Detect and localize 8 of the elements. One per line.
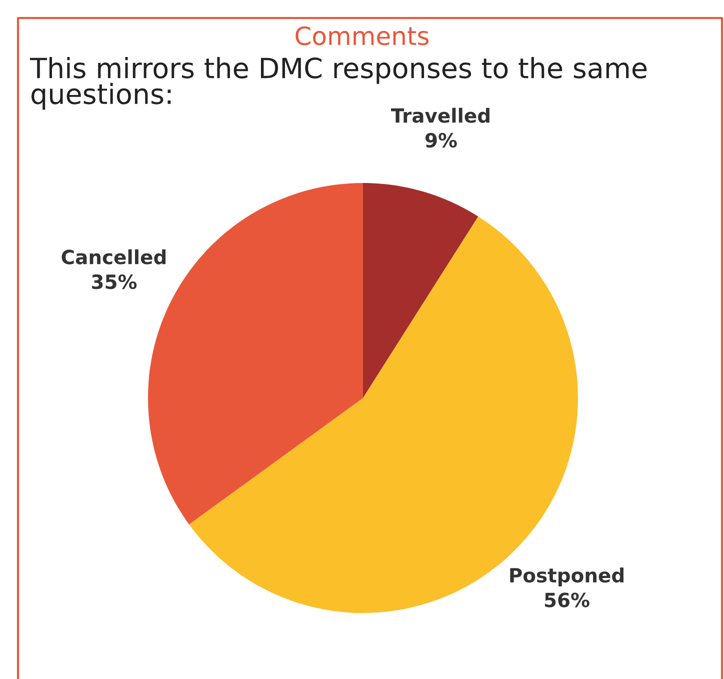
slice-label: Cancelled <box>62 249 166 264</box>
pie-slice <box>363 183 478 398</box>
chart-title: Comments <box>296 26 429 46</box>
data-label: 35% <box>92 274 137 290</box>
slice-label: Postponed <box>510 568 624 586</box>
data-label: 56% <box>544 592 590 608</box>
slice-label: Travelled <box>391 108 490 123</box>
data-label: 9% <box>425 132 457 148</box>
